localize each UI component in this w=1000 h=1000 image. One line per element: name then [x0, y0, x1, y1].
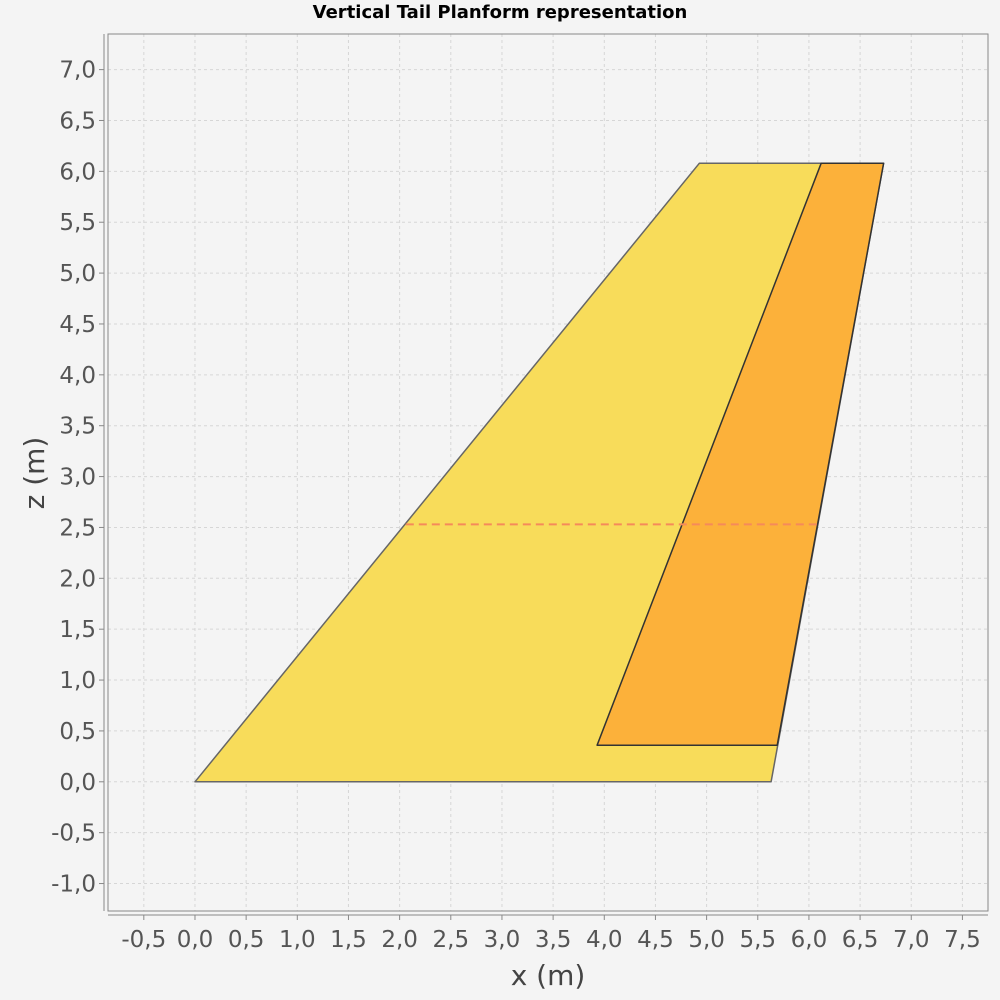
y-tick-label: 4,5 — [59, 312, 96, 338]
x-tick-label: 1,0 — [279, 927, 316, 953]
y-tick-label: 1,0 — [59, 668, 96, 694]
y-tick-label: 5,5 — [59, 210, 96, 236]
chart-marks — [194, 162, 885, 783]
y-tick-label: 5,0 — [59, 261, 96, 287]
x-tick-label: 0,0 — [177, 927, 214, 953]
x-tick-label: 5,5 — [739, 927, 776, 953]
x-tick-label: 3,5 — [535, 927, 572, 953]
chart-title: Vertical Tail Planform representation — [312, 2, 688, 23]
x-tick-label: 5,0 — [688, 927, 725, 953]
y-tick-label: 2,0 — [59, 566, 96, 592]
x-tick-label: 6,5 — [842, 927, 879, 953]
y-tick-label: 1,5 — [59, 617, 96, 643]
rudder-polygon — [596, 162, 885, 746]
x-tick-label: 0,5 — [228, 927, 265, 953]
y-tick-label: 4,0 — [59, 363, 96, 389]
plot-frame — [107, 33, 989, 912]
y-tick-label: 0,5 — [59, 719, 96, 745]
x-tick-label: 7,5 — [944, 927, 981, 953]
y-tick-label: 6,5 — [59, 108, 96, 134]
x-tick-label: -0,5 — [121, 927, 166, 953]
x-tick-label: 4,5 — [637, 927, 674, 953]
x-tick-label: 6,0 — [791, 927, 828, 953]
x-tick-label: 7,0 — [893, 927, 930, 953]
x-axis-label: x (m) — [511, 959, 586, 992]
x-tick-label: 2,5 — [433, 927, 470, 953]
x-tick-label: 4,0 — [586, 927, 623, 953]
y-axis-label: z (m) — [18, 437, 51, 510]
y-tick-label: 0,0 — [59, 770, 96, 796]
y-tick-label: -1,0 — [51, 872, 96, 898]
y-tick-label: 7,0 — [59, 58, 96, 84]
tick-labels: -0,5 0,0 0,5 1,0 1,5 2,0 2,5 3,0 3,5 4,0 4,5 5,0 5,5… — [51, 58, 981, 953]
y-tick-label: 2,5 — [59, 515, 96, 541]
y-tick-label: 6,0 — [59, 159, 96, 185]
y-tick-label: 3,0 — [59, 465, 96, 491]
y-tick-label: -0,5 — [51, 821, 96, 847]
x-tick-label: 3,0 — [484, 927, 521, 953]
x-tick-label: 1,5 — [330, 927, 367, 953]
y-tick-label: 3,5 — [59, 414, 96, 440]
x-tick-label: 2,0 — [381, 927, 418, 953]
